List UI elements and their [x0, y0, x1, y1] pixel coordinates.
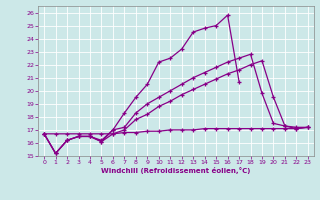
X-axis label: Windchill (Refroidissement éolien,°C): Windchill (Refroidissement éolien,°C): [101, 167, 251, 174]
